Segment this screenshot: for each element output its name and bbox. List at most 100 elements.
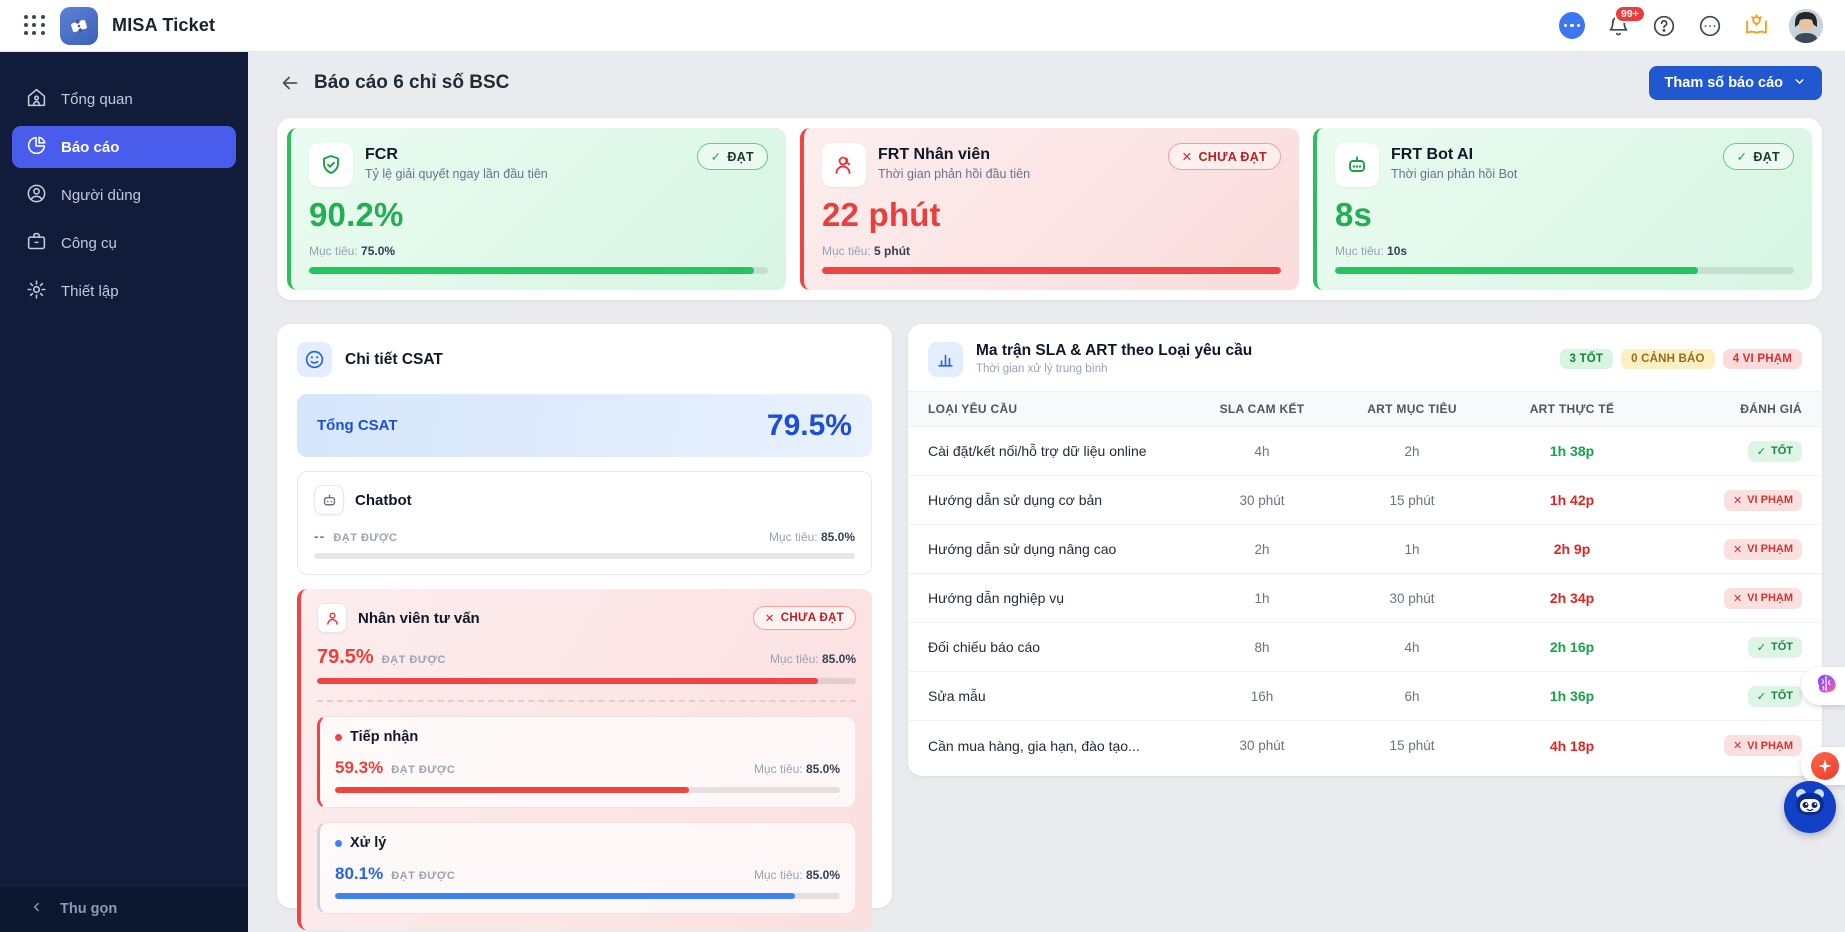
kpi-target: Mục tiêu: 75.0% — [309, 244, 396, 258]
chatbot-value: -- — [314, 528, 326, 544]
more-options-icon[interactable] — [1697, 13, 1723, 39]
progress-fill — [335, 787, 689, 793]
smiley-icon — [297, 342, 332, 377]
page-title: Báo cáo 6 chỉ số BSC — [314, 72, 510, 93]
kpi-card-frt-nhan-vien[interactable]: FRT Nhân viên Thời gian phản hồi đầu tiê… — [800, 128, 1299, 290]
table-row[interactable]: Đối chiếu báo cáo 8h 4h 2h 16p ✓ TỐT — [908, 623, 1822, 672]
progress-track — [314, 553, 855, 559]
sidebar-item-cong-cu[interactable]: Công cụ — [12, 222, 236, 264]
progress-fill — [317, 678, 819, 684]
table-row[interactable]: Cần mua hàng, gia hạn, đào tạo... 30 phú… — [908, 721, 1822, 770]
table-row[interactable]: Hướng dẫn sử dụng cơ bản 30 phút 15 phút… — [908, 476, 1822, 525]
kpi-card-fcr[interactable]: FCR Tỷ lệ giải quyết ngay lần đầu tiên ✓… — [287, 128, 786, 290]
app-grid-icon[interactable] — [24, 14, 46, 37]
sidebar: Tổng quan Báo cáo Người dùng — [0, 52, 248, 932]
kpi-subtitle: Thời gian phản hồi đầu tiên — [878, 167, 1031, 181]
table-header-row: LOẠI YÊU CẦU SLA CAM KẾT ART MỤC TIÊU AR… — [908, 391, 1822, 427]
status-badge: ✓ ĐẠT — [696, 143, 768, 170]
misa-ticket-logo-icon[interactable] — [60, 6, 98, 45]
divider — [317, 700, 856, 702]
kpi-target: Mục tiêu: 5 phút — [822, 244, 911, 258]
sidebar-item-label: Công cụ — [61, 234, 117, 252]
chatbot-target: Mục tiêu: 85.0% — [768, 530, 855, 544]
whats-new-icon[interactable] — [1743, 13, 1769, 39]
check-icon: ✓ — [710, 150, 722, 164]
kpi-value: 90.2% — [309, 196, 404, 233]
cross-icon: ✕ — [1732, 740, 1743, 752]
kpi-subtitle: Tỷ lệ giải quyết ngay lần đầu tiên — [365, 167, 548, 181]
kpi-value: 22 phút — [822, 196, 941, 233]
kpi-name: FRT Nhân viên — [878, 146, 991, 163]
kpi-subtitle: Thời gian phản hồi Bot — [1391, 167, 1518, 181]
table-row[interactable]: Hướng dẫn sử dụng nâng cao 2h 1h 2h 9p ✕… — [908, 525, 1822, 574]
agent-csat-card: Nhân viên tư vấn ✕ CHƯA ĐẠT 79.5% ĐẠT ĐƯ… — [297, 589, 872, 930]
user-icon — [26, 183, 47, 208]
status-badge: ✕ VI PHẠM — [1723, 489, 1802, 511]
app-header: MISA Ticket 99+ — [0, 0, 1845, 52]
app-title: MISA Ticket — [112, 15, 216, 35]
chevron-left-icon — [30, 900, 44, 918]
csat-title: Chi tiết CSAT — [345, 350, 443, 368]
panda-bot-avatar — [1790, 785, 1830, 830]
progress-fill — [335, 893, 795, 899]
sidebar-item-label: Thiết lập — [61, 282, 119, 300]
status-badge: ✕ CHƯA ĐẠT — [1167, 143, 1281, 170]
brain-icon — [1813, 671, 1839, 702]
cross-icon: ✕ — [764, 613, 775, 625]
help-icon[interactable] — [1651, 13, 1677, 39]
kpi-card-frt-bot-ai[interactable]: FRT Bot AI Thời gian phản hồi Bot ✓ ĐẠT … — [1313, 128, 1812, 290]
kpi-value: 8s — [1335, 196, 1373, 233]
sidebar-item-tong-quan[interactable]: Tổng quan — [12, 78, 236, 120]
sub-value: 80.1% — [335, 864, 384, 883]
bot-icon — [1335, 143, 1379, 187]
progress-fill — [822, 267, 1281, 274]
table-row[interactable]: Hướng dẫn nghiệp vụ 1h 30 phút 2h 34p ✕ V… — [908, 574, 1822, 623]
cross-icon: ✕ — [1181, 150, 1193, 164]
status-badge: ✕ VI PHẠM — [1723, 735, 1802, 756]
sla-title: Ma trận SLA & ART theo Loại yêu cầu — [976, 342, 1253, 359]
notifications-bell-icon[interactable]: 99+ — [1605, 4, 1646, 39]
report-params-button[interactable]: Tham số báo cáo — [1648, 66, 1822, 100]
quick-actions-launcher[interactable] — [1801, 747, 1845, 785]
sub-card-tiep-nhan: Tiếp nhận 59.3% ĐẠT ĐƯỢC Mục tiêu: 85.0% — [317, 716, 856, 808]
cross-icon: ✕ — [1732, 592, 1743, 605]
sparkle-icon — [1811, 752, 1839, 780]
status-badge: ✓ TỐT — [1747, 636, 1802, 658]
user-avatar[interactable] — [1789, 8, 1823, 43]
sidebar-item-bao-cao[interactable]: Báo cáo — [12, 126, 236, 168]
sidebar-item-label: Người dùng — [61, 186, 141, 204]
table-row[interactable]: Sửa mẫu 16h 6h 1h 36p ✓ TỐT — [908, 672, 1822, 721]
sub-name: Tiếp nhận — [350, 729, 419, 745]
ai-assistant-launcher[interactable] — [1801, 667, 1845, 705]
progress-track — [335, 787, 840, 793]
agent-headset-icon — [822, 143, 866, 187]
sub-name: Xử lý — [350, 835, 387, 851]
total-csat-card: Tổng CSAT 79.5% — [297, 394, 872, 457]
status-badge: ✕ VI PHẠM — [1723, 587, 1802, 609]
sidebar-collapse-button[interactable]: Thu gọn — [0, 885, 248, 932]
agent-name: Nhân viên tư vấn — [358, 609, 480, 627]
sub-card-xu-ly: Xử lý 80.1% ĐẠT ĐƯỢC Mục tiêu: 85.0% — [317, 822, 856, 914]
sidebar-item-nguoi-dung[interactable]: Người dùng — [12, 174, 236, 216]
table-row[interactable]: Cài đặt/kết nối/hỗ trợ dữ liệu online 4h… — [908, 427, 1822, 476]
page-title-row: Báo cáo 6 chỉ số BSC Tham số báo cáo — [248, 52, 1845, 114]
sidebar-item-thiet-lap[interactable]: Thiết lập — [12, 270, 236, 312]
chatbot-fab[interactable] — [1784, 781, 1836, 833]
agent-target: Mục tiêu: 85.0% — [769, 652, 856, 666]
sidebar-item-label: Báo cáo — [61, 138, 120, 156]
progress-fill — [309, 267, 755, 274]
back-button[interactable] — [276, 69, 304, 97]
cross-icon: ✕ — [1732, 494, 1743, 507]
summary-badge-warn: 0 CẢNH BÁO — [1621, 349, 1715, 369]
progress-track — [1335, 267, 1794, 274]
csat-panel: Chi tiết CSAT Tổng CSAT 79.5% — [277, 324, 892, 930]
pie-chart-icon — [26, 135, 47, 160]
check-icon: ✓ — [1736, 150, 1748, 164]
home-icon — [26, 87, 47, 112]
sla-art-panel: Ma trận SLA & ART theo Loại yêu cầu Thời… — [908, 324, 1822, 776]
status-badge: ✕ VI PHẠM — [1723, 538, 1802, 560]
bar-chart-icon — [928, 342, 963, 377]
sla-subtitle: Thời gian xử lý trung bình — [976, 363, 1108, 375]
chat-icon[interactable] — [1559, 12, 1585, 39]
